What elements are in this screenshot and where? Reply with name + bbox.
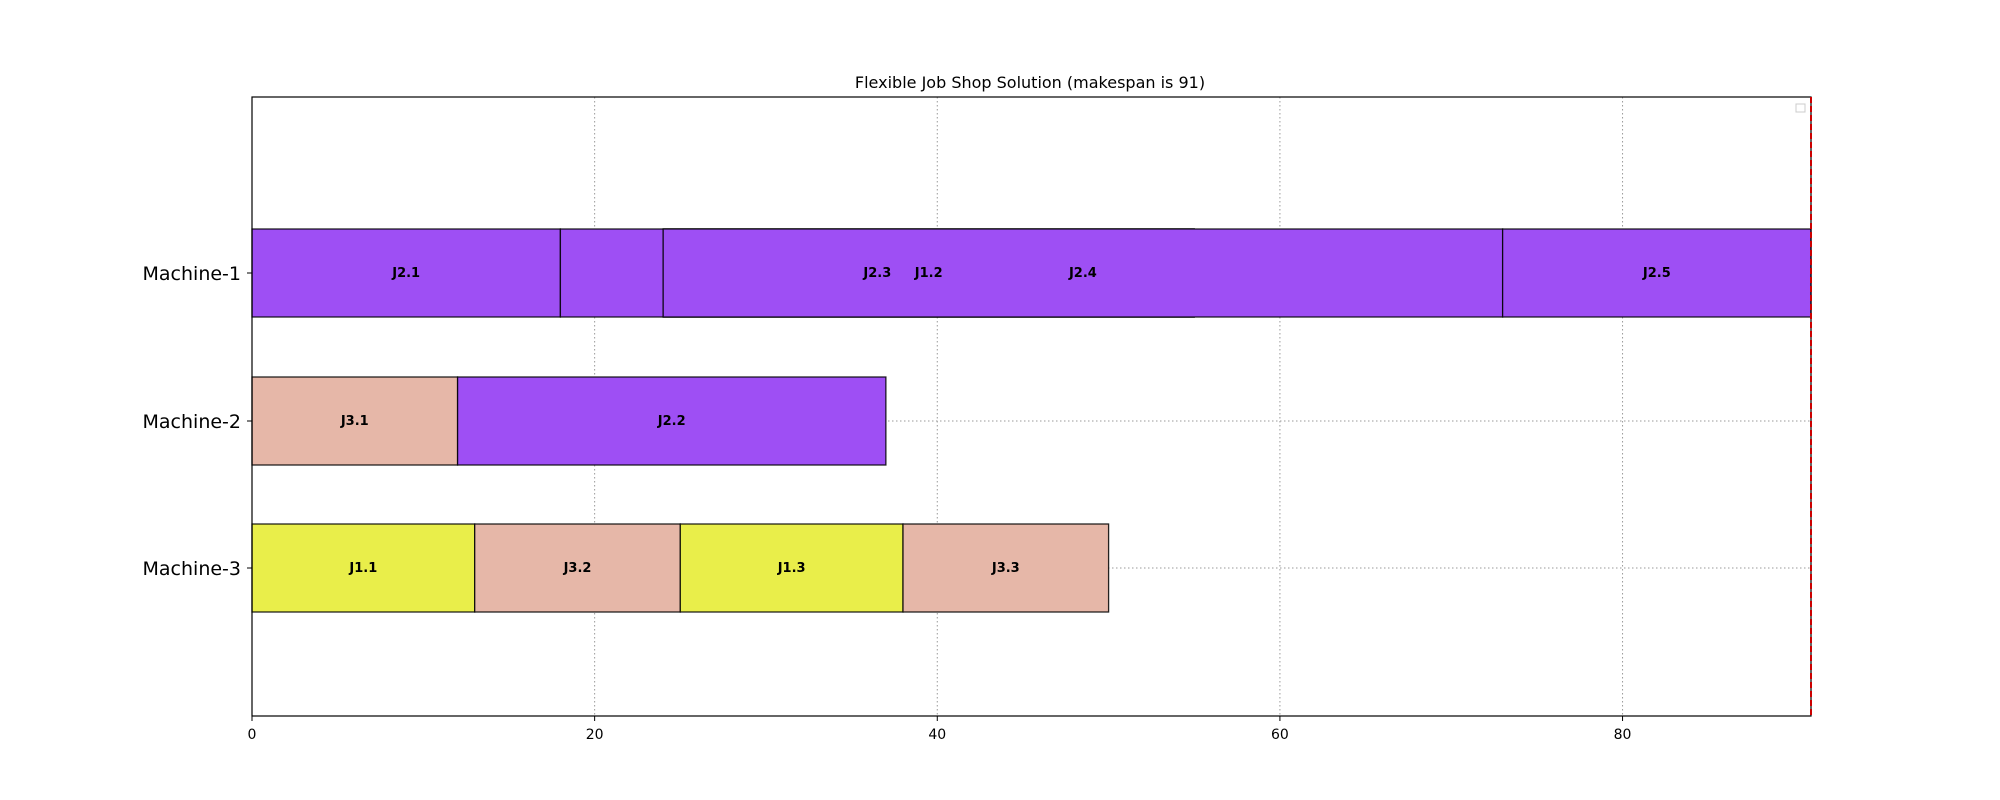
x-tick-label: 60 — [1271, 727, 1289, 743]
chart-title: Flexible Job Shop Solution (makespan is … — [855, 73, 1205, 92]
bar-j1-1 — [251, 523, 476, 613]
x-tick-label: 40 — [928, 727, 946, 743]
bar-label-j1-3: J1.3 — [777, 561, 806, 576]
y-tick-label: Machine-2 — [143, 411, 241, 433]
legend-box — [1795, 103, 1806, 113]
y-axis-ticks: Machine-1 Machine-2 Machine-3 — [143, 263, 252, 580]
bar-j3-3 — [902, 523, 1110, 613]
x-tick-label: 0 — [248, 727, 257, 743]
bar-label-j2-2: J2.2 — [657, 414, 686, 429]
x-axis-ticks: 0 20 40 60 80 — [248, 716, 1632, 743]
bar-labels: J2.1 J2.3 J1.2 J2.4 J2.5 J3.1 J2.2 J1.1 J3.2 J1.3… — [340, 266, 1671, 576]
bar-j2-4 — [662, 228, 1504, 318]
bar-label-j2-4: J2.4 — [1068, 266, 1097, 281]
bar-j3-2 — [474, 523, 681, 613]
bar-label-j2-1: J2.1 — [391, 266, 420, 281]
bar-label-j1-1: J1.1 — [348, 561, 377, 576]
x-tick-label: 80 — [1614, 727, 1632, 743]
bar-label-j3-3: J3.3 — [991, 561, 1020, 576]
gantt-bars — [251, 228, 1812, 613]
bar-j2-2 — [456, 376, 887, 466]
bar-j1-3 — [679, 523, 904, 613]
bar-label-j2-5: J2.5 — [1642, 266, 1671, 281]
bar-j3-1 — [251, 376, 459, 466]
y-tick-label: Machine-3 — [143, 558, 241, 580]
x-tick-label: 20 — [586, 727, 604, 743]
bar-label-j3-2: J3.2 — [563, 561, 592, 576]
bar-label-j1-2: J1.2 — [914, 266, 943, 281]
y-tick-label: Machine-1 — [143, 263, 241, 285]
bar-label-j2-3: J2.3 — [862, 266, 891, 281]
bar-label-j3-1: J3.1 — [340, 414, 369, 429]
bar-j2-5 — [1501, 228, 1812, 318]
